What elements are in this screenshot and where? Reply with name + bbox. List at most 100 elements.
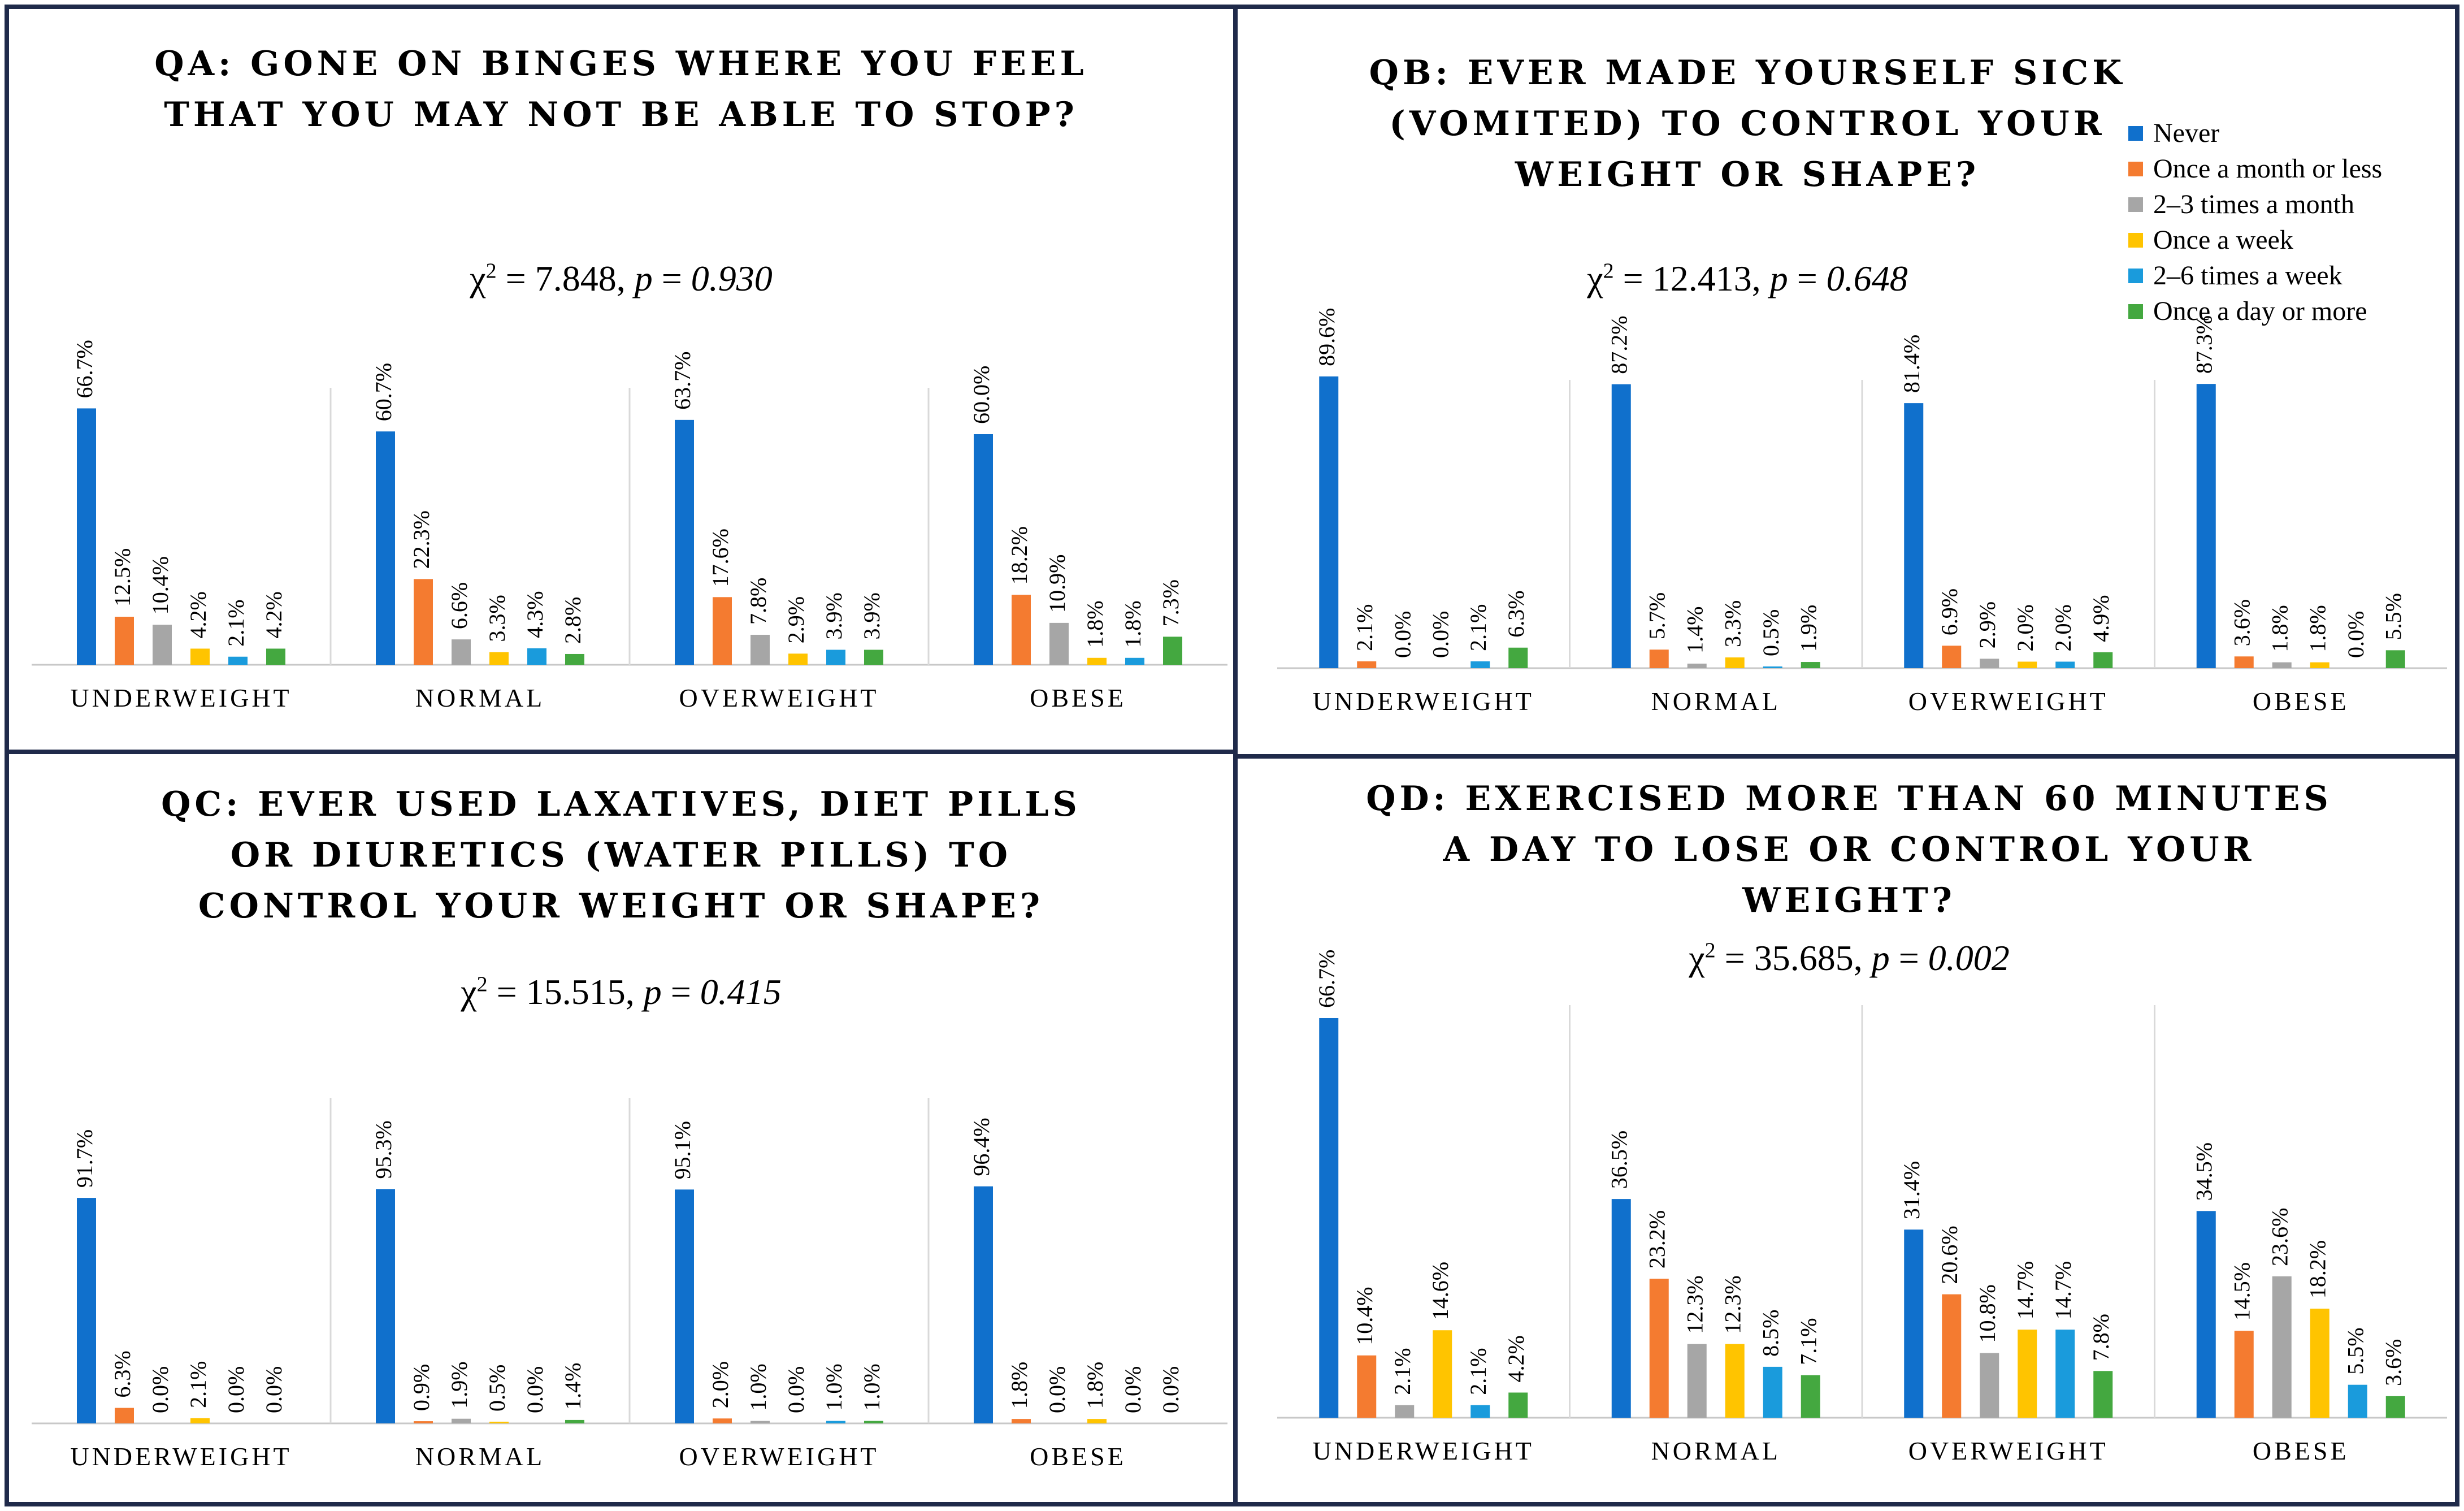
data-label: 31.4% (1899, 1161, 1924, 1219)
category-label: OVERWEIGHT (1908, 1436, 2109, 1465)
chi-value: 35.685 (1754, 938, 1854, 978)
bar (1942, 1294, 1962, 1418)
data-label: 0.0% (522, 1366, 548, 1413)
bar (2093, 1371, 2113, 1418)
bar (1980, 659, 1999, 668)
bar (788, 653, 808, 665)
figure-frame: QA: GONE ON BINGES WHERE YOU FEEL THAT Y… (5, 5, 2459, 1506)
data-label: 0.0% (1120, 1366, 1146, 1413)
data-label: 7.8% (2088, 1314, 2114, 1361)
legend-item: Once a month or less (2128, 151, 2382, 187)
data-label: 3.6% (2381, 1339, 2406, 1386)
category-label: OBESE (1030, 683, 1126, 712)
data-label: 2.1% (1390, 1348, 1415, 1395)
bar (2310, 1309, 2329, 1418)
data-label: 12.3% (1720, 1275, 1746, 1334)
bar (266, 648, 285, 665)
bar (1012, 1419, 1031, 1423)
data-label: 14.7% (2012, 1261, 2038, 1319)
data-label: 0.0% (1044, 1366, 1070, 1413)
chart-title-line: OR DIURETICS (WATER PILLS) TO (230, 835, 1012, 875)
legend-item: Never (2128, 115, 2382, 151)
bar (452, 1418, 471, 1423)
bar (1649, 1279, 1669, 1418)
bar (1357, 1355, 1377, 1418)
data-label: 0.0% (148, 1366, 173, 1413)
bar (1611, 1199, 1631, 1418)
chart-title-line: (VOMITED) TO CONTROL YOUR (1389, 104, 2106, 144)
data-label: 91.7% (72, 1129, 97, 1188)
bar (2018, 1330, 2037, 1418)
data-label: 6.6% (446, 582, 472, 629)
legend-swatch (2128, 232, 2143, 248)
data-label: 1.8% (1120, 600, 1146, 647)
data-label: 7.3% (1158, 579, 1183, 626)
legend-swatch (2128, 197, 2143, 212)
legend-swatch (2128, 304, 2143, 319)
data-label: 1.8% (1007, 1362, 1032, 1409)
chart-title-line: QD: EXERCISED MORE THAN 60 MINUTES (1366, 779, 2332, 819)
data-label: 2.1% (1465, 604, 1491, 651)
data-label: 81.4% (1899, 335, 1924, 393)
bar (452, 639, 471, 665)
data-label: 22.3% (409, 510, 434, 569)
chart-title-line: CONTROL YOUR WEIGHT OR SHAPE? (198, 886, 1044, 926)
data-label: 3.3% (484, 595, 510, 642)
bar (1942, 646, 1962, 668)
data-label: 6.9% (1937, 588, 1962, 635)
legend-item: 2–6 times a week (2128, 258, 2382, 293)
data-label: 2.0% (2012, 604, 2038, 651)
chart-panel-qb: QB: EVER MADE YOURSELF SICK (VOMITED) TO… (1243, 9, 2455, 747)
p-value: 0.415 (700, 972, 782, 1012)
data-label: 1.9% (446, 1361, 472, 1408)
chart-title-line: THAT YOU MAY NOT BE ABLE TO STOP? (164, 95, 1078, 135)
data-label: 4.3% (522, 591, 548, 638)
data-label: 10.4% (148, 556, 173, 614)
data-label: 0.0% (2343, 611, 2368, 658)
category-label: NORMAL (415, 683, 545, 712)
data-label: 7.1% (1796, 1318, 1821, 1365)
bar (1763, 1366, 1782, 1418)
data-label: 3.9% (859, 592, 884, 639)
data-label: 1.0% (859, 1363, 884, 1410)
data-label: 14.7% (2050, 1261, 2076, 1319)
legend-label: Once a month or less (2153, 154, 2383, 184)
data-label: 87.2% (1607, 315, 1632, 374)
panel-divider-horizontal-left (9, 750, 1235, 754)
bar (190, 648, 210, 665)
data-label: 7.8% (745, 578, 771, 625)
data-label: 95.1% (670, 1121, 695, 1179)
data-label: 2.0% (708, 1361, 733, 1408)
data-label: 2.1% (1465, 1348, 1491, 1395)
bar (826, 650, 845, 665)
data-label: 18.2% (2305, 1240, 2331, 1298)
data-label: 23.2% (1645, 1210, 1670, 1268)
data-label: 0.0% (261, 1366, 287, 1413)
data-label: 5.7% (1645, 592, 1670, 639)
bar (1395, 1405, 1415, 1418)
bar (2272, 1276, 2292, 1418)
p-value: 0.930 (691, 258, 773, 298)
bar (864, 1421, 883, 1423)
bar (2234, 1331, 2254, 1418)
category-label: OVERWEIGHT (679, 1442, 879, 1471)
chi-square-stat-qa: χ2 = 7.848, p = 0.930 (470, 258, 773, 298)
bar (1904, 1229, 1924, 1418)
chart-title-line: WEIGHT OR SHAPE? (1515, 155, 1980, 194)
bar (1319, 376, 1339, 668)
data-label: 23.6% (2267, 1208, 2293, 1266)
bar (864, 650, 883, 665)
bar (2348, 1384, 2367, 1418)
data-label: 0.0% (1428, 611, 1453, 658)
bar (190, 1418, 210, 1423)
bar (1125, 657, 1144, 665)
bar (115, 617, 134, 665)
category-label: UNDERWEIGHT (1313, 687, 1534, 716)
data-label: 0.0% (1158, 1366, 1183, 1413)
bar (2196, 384, 2216, 668)
data-label: 4.2% (185, 591, 211, 638)
bar (675, 419, 694, 665)
legend-item: 2–3 times a month (2128, 187, 2382, 222)
data-label: 66.7% (1314, 950, 1339, 1008)
data-label: 0.0% (223, 1366, 249, 1413)
